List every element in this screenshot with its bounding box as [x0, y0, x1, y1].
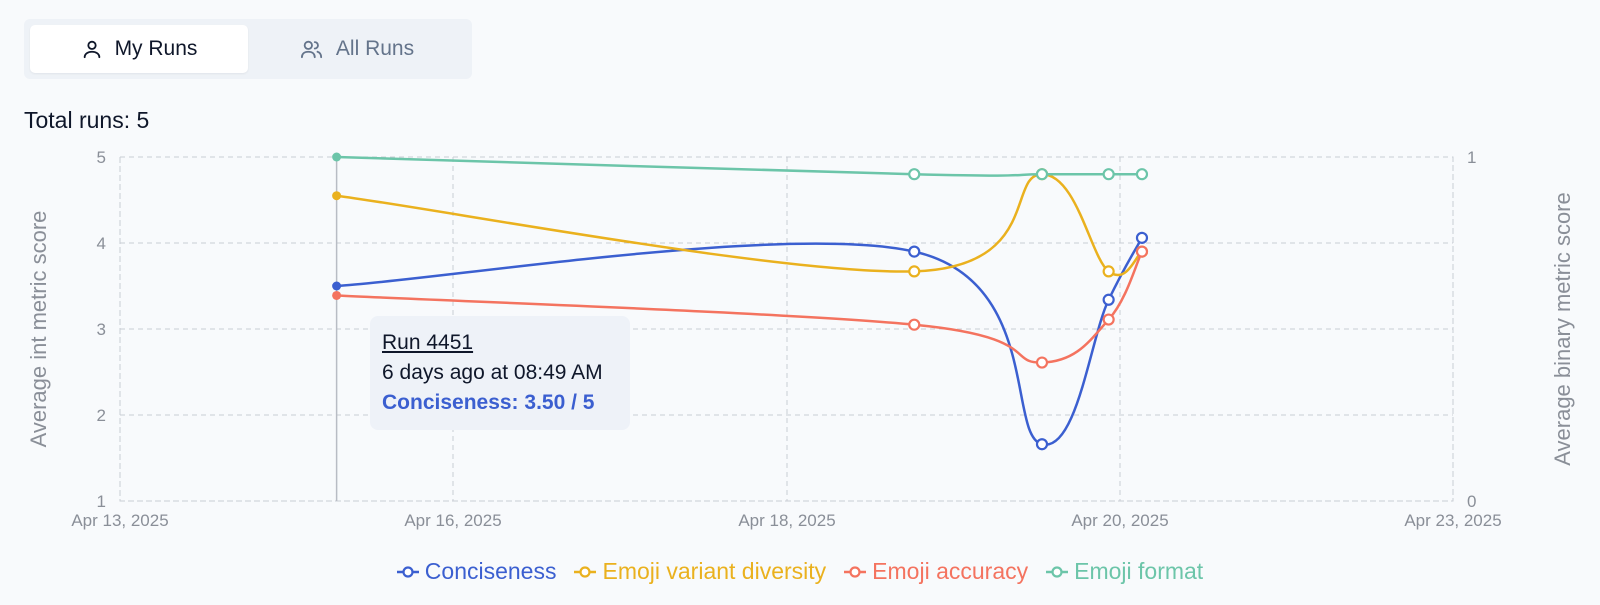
legend-marker-icon: [844, 565, 867, 578]
user-icon: [83, 40, 100, 59]
y-right-tick-label: 0: [1467, 492, 1476, 511]
series-line-emoji_format: [336, 155, 1142, 177]
y-left-tick-label: 3: [97, 320, 106, 339]
data-point-emoji_format: [1135, 168, 1149, 181]
tooltip-run-link[interactable]: Run 4451: [382, 331, 474, 354]
x-tick-label: Apr 16, 2025: [404, 511, 501, 530]
data-point-emoji_accuracy: [1035, 356, 1049, 369]
data-point-emoji_format: [332, 152, 342, 162]
y-left-axis-title: Average int metric score: [26, 211, 51, 448]
data-point-emoji_variant_diversity: [908, 265, 921, 278]
data-point-emoji_accuracy: [332, 290, 342, 300]
series-line-emoji_variant_diversity: [336, 172, 1143, 276]
x-tick-label: Apr 18, 2025: [738, 511, 835, 530]
data-point-conciseness: [332, 281, 342, 291]
x-tick-label: Apr 23, 2025: [1404, 511, 1501, 530]
legend-label: Emoji accuracy: [872, 558, 1029, 584]
data-point-emoji_variant_diversity: [1102, 265, 1115, 278]
data-point-conciseness: [908, 245, 921, 258]
chart-legend: Conciseness Emoji variant diversity Emoji …: [0, 558, 1600, 585]
legend-label: Emoji format: [1074, 558, 1204, 584]
data-point-emoji_variant_diversity: [332, 191, 342, 201]
data-point-emoji_accuracy: [908, 318, 921, 331]
legend-item-conciseness[interactable]: Conciseness: [396, 558, 557, 585]
data-point-emoji_accuracy: [1135, 245, 1149, 258]
run-tooltip: Run 4451 6 days ago at 08:49 AM Concisen…: [370, 316, 630, 430]
data-point-emoji_format: [908, 168, 921, 181]
legend-item-emoji_variant_diversity[interactable]: Emoji variant diversity: [574, 558, 826, 585]
data-point-emoji_format: [1035, 168, 1049, 181]
total-runs-count: Total runs: 5: [24, 107, 150, 133]
legend-item-emoji_format[interactable]: Emoji format: [1046, 558, 1203, 585]
legend-marker-icon: [1046, 565, 1069, 578]
y-left-tick-label: 2: [97, 406, 106, 425]
y-left-tick-label: 4: [97, 234, 106, 253]
legend-marker-icon: [396, 565, 419, 578]
legend-label: Conciseness: [424, 558, 557, 584]
y-left-tick-label: 5: [97, 148, 106, 167]
legend-label: Emoji variant diversity: [602, 558, 827, 584]
data-point-conciseness: [1102, 293, 1115, 306]
legend-marker-icon: [574, 565, 597, 578]
users-icon: [300, 40, 322, 59]
x-tick-label: Apr 20, 2025: [1071, 511, 1168, 530]
tab-all-runs[interactable]: All Runs: [248, 25, 466, 73]
x-tick-label: Apr 13, 2025: [71, 511, 168, 530]
data-point-conciseness: [1135, 231, 1149, 244]
data-point-emoji_accuracy: [1102, 313, 1115, 326]
y-right-axis-title: Average binary metric score: [1550, 192, 1575, 466]
data-point-emoji_format: [1102, 168, 1115, 181]
tooltip-metric-value: Conciseness: 3.50 / 5: [382, 391, 595, 414]
tab-my-runs-label: My Runs: [114, 37, 198, 60]
run-filter-tabs: My Runs All Runs: [24, 19, 472, 79]
tab-my-runs[interactable]: My Runs: [30, 25, 248, 73]
tooltip-timestamp: 6 days ago at 08:49 AM: [382, 361, 603, 384]
y-right-tick-label: 1: [1467, 148, 1476, 167]
legend-item-emoji_accuracy[interactable]: Emoji accuracy: [844, 558, 1028, 585]
y-left-tick-label: 1: [97, 492, 106, 511]
data-point-conciseness: [1035, 438, 1049, 451]
tab-all-runs-label: All Runs: [335, 37, 415, 60]
